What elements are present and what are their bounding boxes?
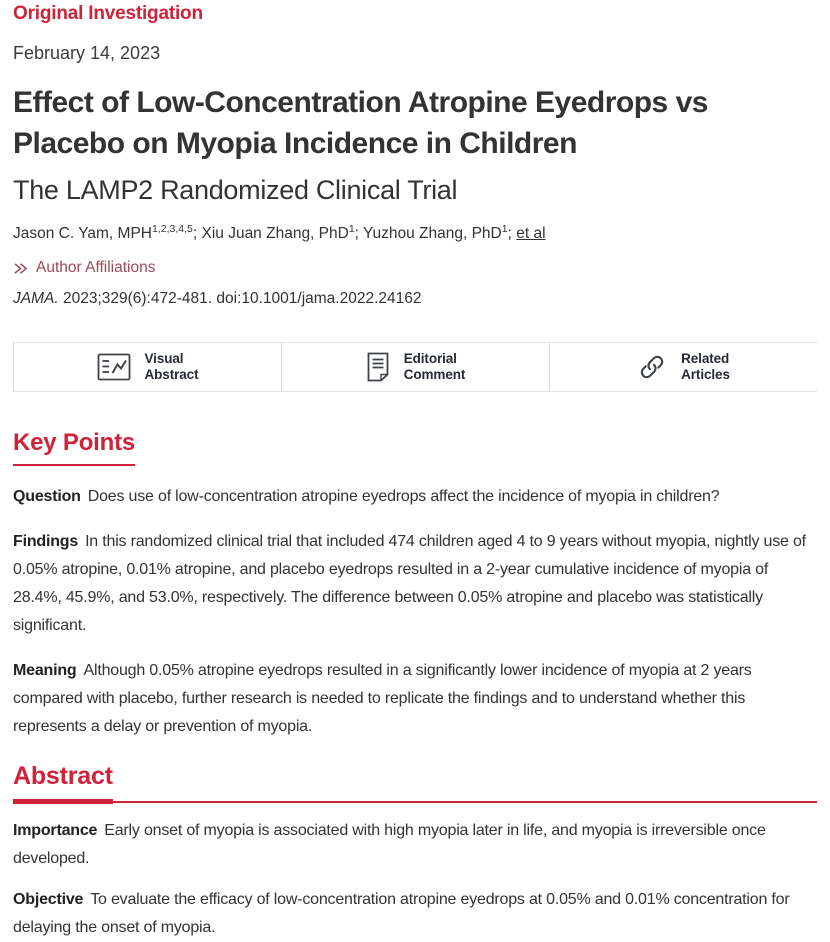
paragraph-label: Importance [13,822,98,839]
paragraph-label: Question [13,488,81,505]
article-title: Effect of Low-Concentration Atropine Eye… [13,86,708,160]
toolbar-label: Editorial Comment [403,351,466,382]
abstract-heading-rule [112,801,817,803]
double-chevron-icon [14,262,28,274]
author-separator: ; [354,225,359,242]
paragraph-text: Although 0.05% atropine eyedrops resulte… [13,662,752,735]
author-affiliations-link[interactable]: Author Affiliations [13,258,817,278]
abstract-importance: Importance Early onset of myopia is assoc… [13,817,817,873]
author-separator: ; [192,225,198,242]
publish-date: February 14, 2023 [13,43,161,63]
author-superscript: 1 [348,222,355,235]
author-superscript: 1 [501,222,508,235]
journal-name: JAMA. [13,290,59,307]
abstract-section-header: Abstract [13,761,817,804]
related-articles-button[interactable]: Related Articles [549,343,817,391]
key-point-meaning: Meaning Although 0.05% atropine eyedrops … [13,657,817,741]
author: Xiu Juan Zhang, PhD1 [201,222,355,242]
paragraph-text: Does use of low-concentration atropine e… [87,488,720,505]
abstract-heading: Abstract [13,761,113,804]
article-subtitle: The LAMP2 Randomized Clinical Trial [13,175,458,205]
key-point-findings: Findings In this randomized clinical tria… [13,528,817,640]
paragraph-text: To evaluate the efficacy of low-concentr… [13,891,790,936]
visual-abstract-icon [97,353,130,381]
article-toolbar: Visual Abstract Editorial Comment [13,342,817,392]
authors-line: Jason C. Yam, MPH1,2,3,4,5; Xiu Juan Zha… [13,224,817,244]
paragraph-label: Findings [13,533,79,550]
et-al-link[interactable]: et al [516,225,546,242]
toolbar-label: Related Articles [681,351,730,382]
editorial-comment-icon [367,352,389,382]
abstract-objective: Objective To evaluate the efficacy of low… [13,886,817,942]
key-point-question: Question Does use of low-concentration at… [13,483,817,511]
paragraph-text: Early onset of myopia is associated with… [13,822,766,867]
paragraph-label: Objective [13,891,84,908]
category-link[interactable]: Original Investigation [13,3,203,24]
editorial-comment-button[interactable]: Editorial Comment [281,343,549,391]
paragraph-text: In this randomized clinical trial that i… [13,533,806,634]
author: Jason C. Yam, MPH1,2,3,4,5 [13,222,193,242]
author: Yuzhou Zhang, PhD1 [363,222,508,242]
key-points-section-header: Key Points [13,428,817,466]
author-affiliations-label: Author Affiliations [36,259,156,276]
paragraph-label: Meaning [13,662,77,679]
visual-abstract-button[interactable]: Visual Abstract [13,343,281,391]
author-superscript: 1,2,3,4,5 [151,222,193,235]
related-articles-icon [640,355,664,379]
key-points-heading: Key Points [13,428,135,466]
citation-line: JAMA. 2023;329(6):472-481. doi:10.1001/j… [13,289,817,309]
author-separator: ; [507,225,512,242]
toolbar-label: Visual Abstract [144,351,199,382]
citation-text: 2023;329(6):472-481. doi:10.1001/jama.20… [62,290,422,307]
